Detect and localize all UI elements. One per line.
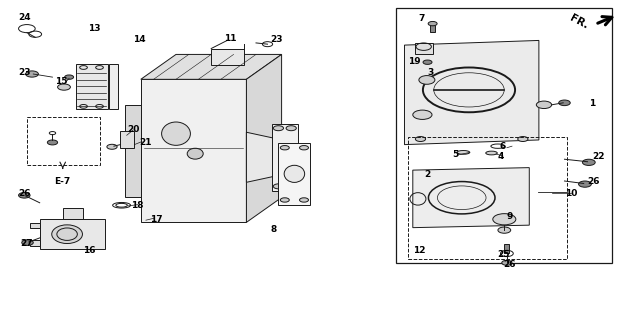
Circle shape	[280, 146, 289, 150]
Text: 17: 17	[150, 215, 163, 224]
Text: 26: 26	[503, 261, 516, 269]
Ellipse shape	[187, 148, 204, 159]
Bar	[278, 143, 310, 205]
Text: 19: 19	[408, 57, 421, 66]
Text: 2: 2	[424, 170, 431, 179]
Polygon shape	[246, 54, 282, 222]
Bar	[30, 223, 40, 228]
Bar	[415, 43, 433, 54]
Circle shape	[300, 198, 308, 202]
Circle shape	[19, 193, 30, 198]
Circle shape	[286, 126, 296, 131]
Circle shape	[415, 137, 426, 142]
Text: 9: 9	[506, 212, 513, 220]
Ellipse shape	[486, 151, 497, 155]
Text: 15: 15	[54, 77, 67, 86]
Bar	[504, 244, 509, 253]
Text: 12: 12	[413, 246, 426, 255]
Bar	[76, 64, 108, 109]
Text: 24: 24	[18, 13, 31, 21]
Circle shape	[47, 140, 58, 145]
Text: 27: 27	[20, 239, 33, 248]
Text: 23: 23	[18, 68, 31, 77]
Text: 3: 3	[427, 68, 433, 77]
Ellipse shape	[284, 165, 305, 182]
Bar	[272, 123, 298, 191]
Text: 21: 21	[140, 138, 152, 146]
Circle shape	[498, 227, 511, 233]
Text: 8: 8	[271, 225, 277, 234]
Text: FR.: FR.	[568, 13, 590, 31]
Circle shape	[280, 198, 289, 202]
Circle shape	[413, 110, 432, 119]
Circle shape	[22, 240, 33, 245]
Circle shape	[559, 100, 570, 106]
Bar	[430, 25, 435, 32]
Bar	[211, 49, 244, 65]
Text: 7: 7	[418, 14, 424, 22]
Circle shape	[273, 126, 284, 131]
Polygon shape	[141, 79, 246, 222]
Text: 23: 23	[270, 35, 283, 44]
Polygon shape	[246, 132, 275, 182]
Circle shape	[300, 146, 308, 150]
Text: 18: 18	[131, 201, 144, 210]
Polygon shape	[141, 54, 282, 79]
Circle shape	[26, 71, 38, 77]
Text: 14: 14	[133, 35, 146, 44]
Bar	[63, 208, 83, 219]
Text: 11: 11	[224, 35, 237, 43]
Circle shape	[65, 75, 74, 79]
Text: 13: 13	[88, 24, 101, 33]
Circle shape	[502, 260, 512, 265]
Ellipse shape	[419, 76, 435, 84]
Bar	[109, 64, 118, 109]
Polygon shape	[125, 105, 141, 197]
Circle shape	[286, 184, 296, 189]
Ellipse shape	[52, 225, 83, 244]
Bar	[40, 219, 105, 249]
Circle shape	[428, 21, 437, 26]
Circle shape	[536, 101, 552, 109]
Bar	[30, 240, 40, 246]
Bar	[408, 137, 567, 259]
Text: 5: 5	[452, 151, 459, 159]
Circle shape	[107, 144, 117, 149]
Bar	[120, 131, 134, 148]
Polygon shape	[404, 40, 539, 145]
Circle shape	[579, 181, 591, 187]
Text: 26: 26	[588, 177, 600, 185]
Ellipse shape	[161, 122, 191, 145]
Ellipse shape	[457, 151, 470, 154]
Circle shape	[58, 84, 70, 90]
Polygon shape	[413, 168, 529, 228]
Circle shape	[273, 184, 284, 189]
Text: 22: 22	[592, 152, 605, 160]
Text: 26: 26	[18, 189, 31, 198]
Text: 10: 10	[564, 189, 577, 198]
Bar	[27, 117, 100, 165]
Circle shape	[582, 159, 595, 165]
Bar	[396, 8, 612, 263]
Text: 25: 25	[497, 250, 509, 259]
Text: 16: 16	[83, 246, 96, 255]
Text: E-7: E-7	[54, 177, 71, 185]
Text: 1: 1	[589, 99, 595, 108]
Circle shape	[493, 214, 516, 225]
Text: 20: 20	[127, 126, 140, 134]
Text: 6: 6	[500, 142, 506, 151]
Text: 4: 4	[497, 152, 504, 160]
Circle shape	[518, 137, 528, 142]
Circle shape	[423, 60, 432, 64]
